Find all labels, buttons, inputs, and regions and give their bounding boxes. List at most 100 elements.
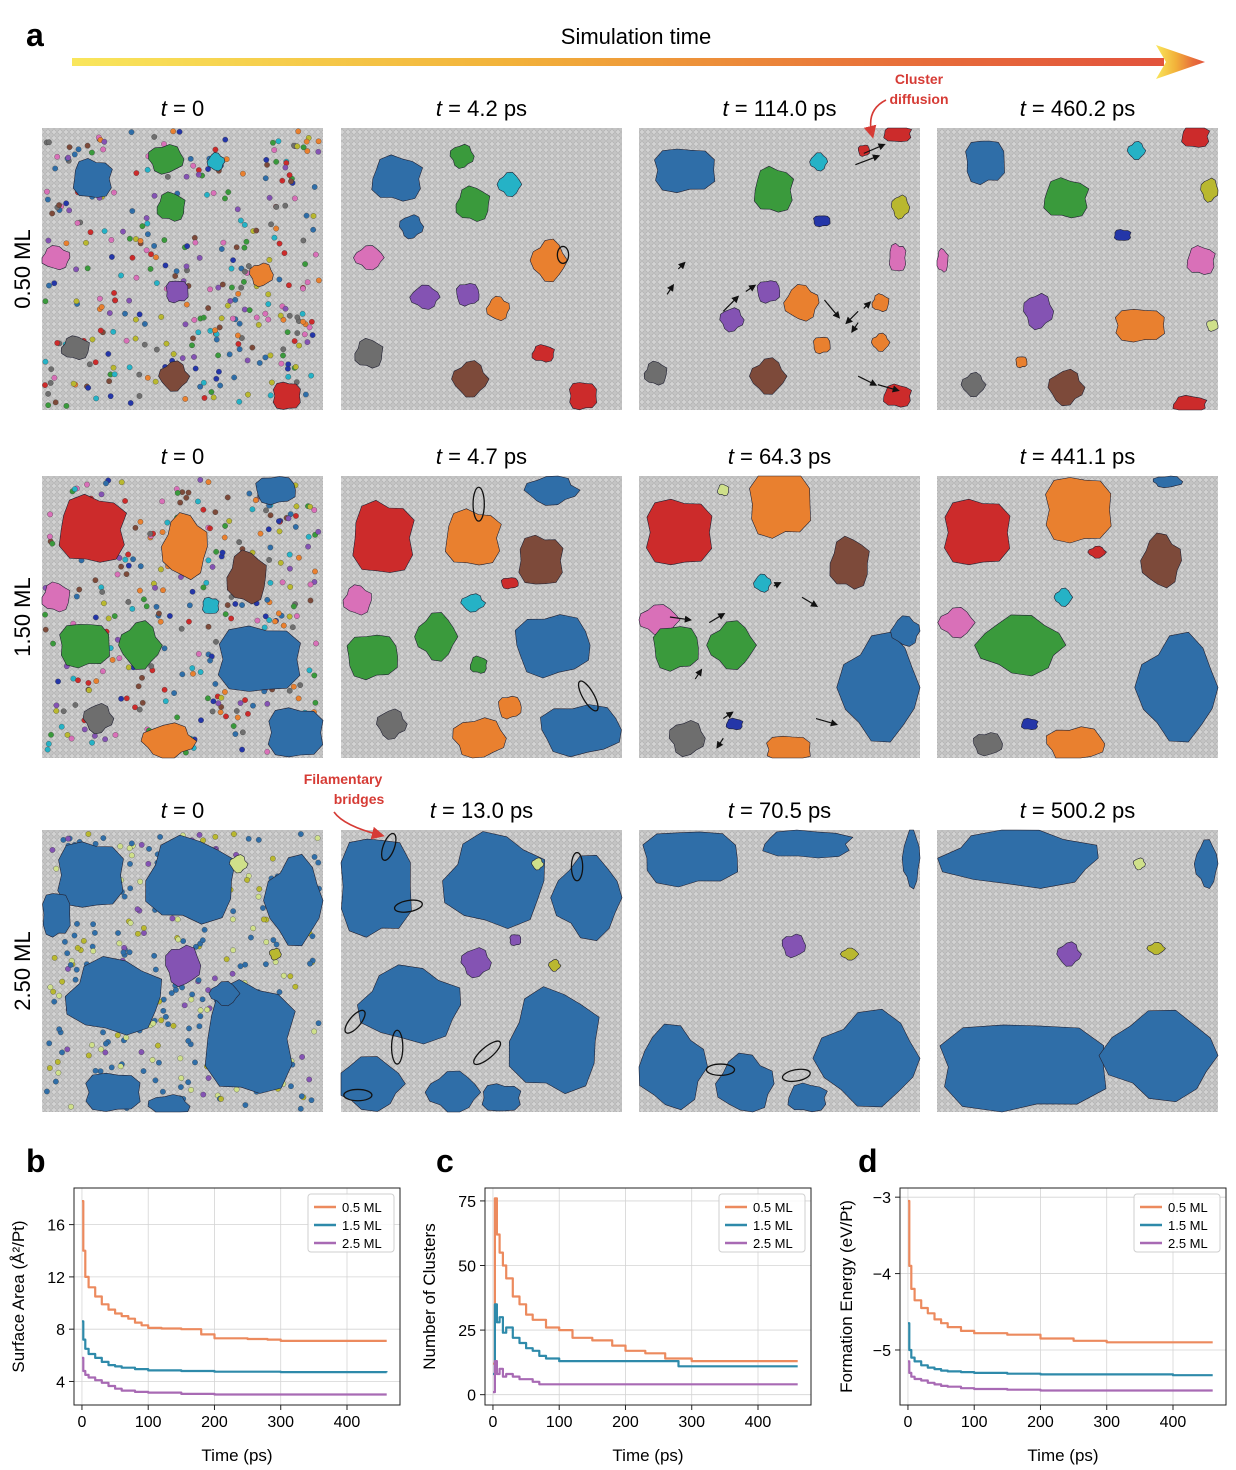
adatom — [84, 142, 91, 149]
x-axis-label: Time (ps) — [612, 1446, 683, 1465]
bridge-marker — [390, 1029, 404, 1065]
adatom — [265, 301, 272, 307]
adatom — [308, 318, 315, 325]
cluster — [652, 626, 699, 672]
adatom — [130, 556, 136, 563]
cluster — [59, 624, 110, 669]
adatom — [282, 305, 289, 312]
adatom — [237, 700, 244, 706]
adatom — [125, 599, 132, 605]
cluster — [540, 704, 622, 758]
adatom — [218, 694, 225, 701]
adatom — [174, 916, 181, 923]
adatom — [59, 978, 65, 985]
adatom — [45, 196, 51, 203]
adatom — [146, 846, 152, 852]
adatom — [136, 311, 143, 318]
cluster — [409, 284, 441, 310]
adatom — [212, 833, 219, 840]
adatom — [106, 310, 113, 316]
adatom — [293, 513, 299, 519]
adatom — [212, 146, 219, 153]
cluster — [1134, 631, 1219, 743]
adatom — [245, 263, 252, 269]
diffusion-arrow — [877, 384, 900, 393]
adatom — [85, 680, 92, 686]
adatom — [309, 933, 316, 940]
adatom — [152, 1077, 159, 1084]
adatom — [169, 915, 176, 922]
adatom — [239, 602, 245, 608]
adatom — [92, 359, 99, 366]
adatom — [315, 528, 322, 535]
adatom — [183, 494, 190, 501]
adatom — [52, 165, 59, 172]
adatom — [309, 332, 316, 338]
adatom — [192, 239, 199, 246]
adatom — [134, 906, 141, 913]
adatom — [203, 579, 210, 586]
adatom — [93, 678, 100, 684]
adatom — [263, 961, 269, 968]
cluster — [156, 191, 186, 222]
cluster — [1181, 127, 1210, 148]
adatom — [178, 625, 185, 632]
adatom — [151, 952, 158, 959]
adatom — [137, 878, 143, 885]
adatom — [172, 273, 179, 279]
adatom — [180, 938, 187, 944]
adatom — [123, 337, 130, 344]
cluster — [398, 214, 425, 240]
annotation-line: Cluster — [895, 71, 944, 87]
adatom — [145, 861, 152, 867]
y-axis-label: Number of Clusters — [420, 1223, 439, 1369]
cluster — [548, 958, 562, 972]
adatom — [305, 543, 311, 550]
adatom — [186, 1025, 192, 1032]
adatom — [53, 865, 60, 872]
adatom — [225, 302, 231, 309]
adatom — [195, 977, 202, 983]
cluster — [1023, 292, 1054, 331]
adatom — [59, 1049, 65, 1056]
adatom — [127, 400, 134, 406]
y-tick-label: 75 — [458, 1194, 476, 1211]
adatom — [280, 622, 287, 629]
adatom — [265, 526, 272, 533]
line-chart: 0 100 200 300 400 0 25 50 75 Time (ps) Number of C… — [420, 1187, 812, 1465]
adatom — [267, 579, 274, 586]
adatom — [270, 139, 276, 146]
adatom — [230, 257, 236, 263]
adatom — [291, 603, 297, 610]
adatom — [276, 276, 283, 283]
adatom — [158, 314, 165, 320]
adatom — [304, 279, 311, 286]
cluster — [1043, 177, 1090, 219]
adatom — [64, 950, 71, 957]
cluster — [481, 1083, 522, 1112]
adatom — [222, 689, 228, 695]
adatom — [303, 391, 309, 398]
adatom — [53, 708, 60, 714]
adatom — [133, 274, 140, 281]
adatom — [71, 151, 78, 158]
x-tick-label: 0 — [77, 1414, 86, 1431]
adatom — [98, 1046, 104, 1053]
adatom — [260, 905, 266, 911]
adatom — [196, 1023, 203, 1030]
adatom — [302, 331, 308, 338]
snapshot-panel: t = 64.3 ps — [638, 444, 921, 759]
adatom — [129, 208, 136, 214]
adatom — [90, 948, 97, 954]
legend-box — [1133, 1193, 1221, 1253]
cluster — [1045, 477, 1112, 544]
cluster — [550, 854, 623, 942]
adatom — [239, 746, 245, 753]
series-line — [493, 1360, 798, 1394]
adatom — [242, 268, 248, 275]
adatom — [287, 973, 294, 980]
adatom — [102, 1049, 109, 1056]
adatom — [280, 317, 287, 323]
adatom — [46, 1040, 53, 1047]
adatom — [189, 991, 196, 998]
